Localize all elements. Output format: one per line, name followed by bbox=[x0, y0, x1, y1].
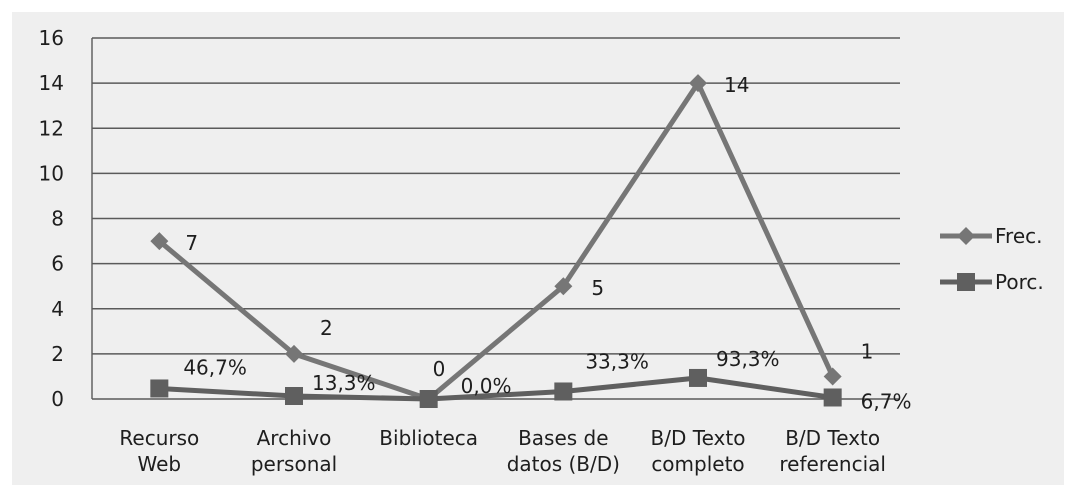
data-label: 13,3% bbox=[312, 371, 376, 395]
data-label: 46,7% bbox=[183, 355, 247, 379]
x-tick-label-line: Biblioteca bbox=[379, 426, 478, 450]
data-point-diamond bbox=[554, 277, 573, 296]
x-tick-label: Biblioteca bbox=[379, 426, 478, 450]
legend-marker-square bbox=[957, 273, 975, 291]
y-tick-label: 10 bbox=[39, 161, 64, 185]
data-point-diamond bbox=[285, 344, 303, 363]
data-point-square bbox=[150, 379, 169, 398]
data-point-square bbox=[823, 388, 842, 407]
data-label: 7 bbox=[185, 231, 198, 255]
data-label: 33,3% bbox=[585, 349, 649, 373]
gridlines bbox=[92, 37, 900, 400]
legend-marker-diamond bbox=[957, 227, 975, 245]
data-label: 0,0% bbox=[461, 374, 512, 398]
y-axis: 0 2 4 6 8 10 12 14 16 bbox=[39, 26, 93, 411]
x-tick-label-line: Web bbox=[138, 452, 182, 476]
x-tick-label-line: datos (B/D) bbox=[507, 452, 620, 476]
x-tick-label: Recurso Web bbox=[119, 426, 199, 476]
y-tick-label: 4 bbox=[51, 297, 64, 321]
x-tick-label-line: completo bbox=[651, 452, 744, 476]
x-tick-label: Archivo personal bbox=[251, 426, 337, 476]
y-tick-label: 14 bbox=[39, 71, 64, 95]
data-label: 2 bbox=[320, 316, 333, 340]
series-line-porc bbox=[159, 375, 834, 402]
x-tick-label-line: Archivo bbox=[257, 426, 332, 450]
data-label: 5 bbox=[591, 276, 604, 300]
data-point-square bbox=[419, 390, 438, 408]
plot-area: 7 2 0 5 14 1 46,7% 13,3% 0,0% 33,3% 93,3% 6,7% bbox=[150, 73, 911, 413]
data-point-square bbox=[554, 382, 573, 401]
data-point-diamond bbox=[823, 367, 842, 386]
x-tick-label-line: B/D Texto bbox=[651, 426, 746, 450]
y-tick-label: 6 bbox=[51, 252, 64, 276]
chart-background bbox=[12, 12, 1064, 485]
series-line-frec bbox=[157, 78, 835, 402]
data-point-diamond bbox=[150, 232, 169, 251]
legend-label: Frec. bbox=[995, 224, 1043, 248]
data-label: 6,7% bbox=[861, 389, 912, 413]
data-label: 14 bbox=[724, 73, 749, 97]
y-tick-label: 12 bbox=[39, 116, 64, 140]
legend: Frec. Porc. bbox=[940, 224, 1044, 294]
data-point-diamond bbox=[689, 74, 707, 93]
y-tick-label: 16 bbox=[39, 26, 64, 50]
data-label: 0 bbox=[433, 357, 446, 381]
legend-label: Porc. bbox=[995, 270, 1044, 294]
y-tick-label: 2 bbox=[51, 342, 64, 366]
x-tick-label-line: Bases de bbox=[518, 426, 608, 450]
y-tick-label: 0 bbox=[51, 387, 64, 411]
x-tick-label: Bases de datos (B/D) bbox=[507, 426, 620, 476]
y-tick-label: 8 bbox=[51, 207, 64, 231]
data-point-square bbox=[285, 386, 303, 405]
x-tick-label: B/D Texto referencial bbox=[779, 426, 886, 476]
x-tick-label-line: personal bbox=[251, 452, 337, 476]
x-tick-label: B/D Texto completo bbox=[651, 426, 746, 476]
data-label: 1 bbox=[861, 339, 874, 363]
data-label: 93,3% bbox=[716, 347, 780, 371]
x-tick-label-line: Recurso bbox=[119, 426, 199, 450]
x-tick-label-line: referencial bbox=[779, 452, 886, 476]
x-axis: Recurso Web Archivo personal Biblioteca Bases… bbox=[119, 426, 886, 476]
data-point-square bbox=[689, 368, 707, 387]
x-tick-label-line: B/D Texto bbox=[785, 426, 880, 450]
